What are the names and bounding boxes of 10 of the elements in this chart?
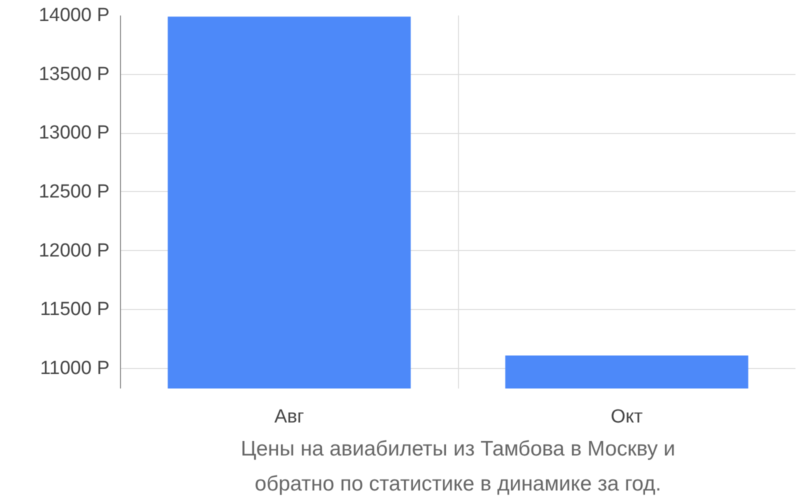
text: Цены на авиабилеты из Тамбова в Москву и обратно по статистике в динамике за год. xyxy=(240,438,676,496)
x-tick-label: Авг xyxy=(274,406,304,428)
y-tick-label: 14000 Р xyxy=(38,5,110,26)
x-tick-label: Окт xyxy=(610,406,644,428)
y-tick-label: 11000 Р xyxy=(40,358,110,379)
y-tick-label: 11500 Р xyxy=(40,299,110,320)
y-tick-label: 13500 Р xyxy=(38,64,110,85)
y-tick-label: 13000 Р xyxy=(38,122,110,144)
y-tick-label: 12000 Р xyxy=(38,240,110,262)
y-tick-label: 12500 Р xyxy=(38,182,110,202)
